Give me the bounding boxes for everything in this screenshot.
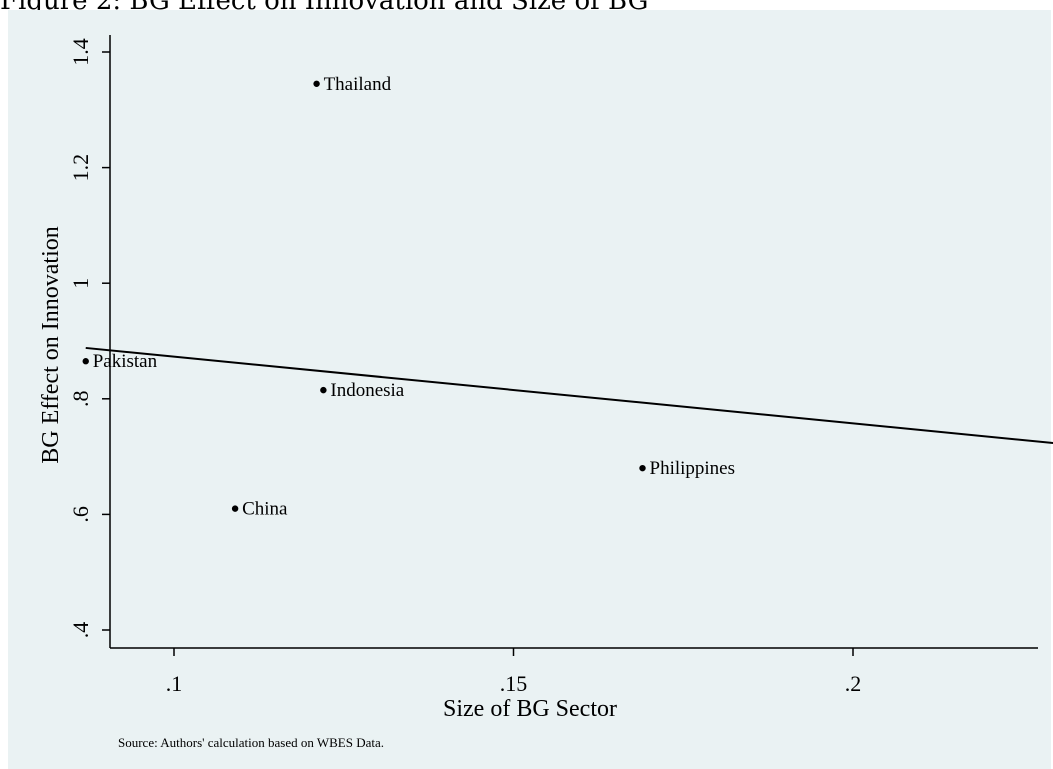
data-point-label: Indonesia <box>330 380 404 401</box>
axes: .4.6.811.21.4.1.15.2.25.3.35 <box>68 35 1038 696</box>
source-note: Source: Authors' calculation based on WB… <box>118 735 384 750</box>
y-tick-label: 1.2 <box>68 154 93 182</box>
fit-line <box>85 346 1053 445</box>
data-point <box>82 358 89 365</box>
x-tick-label: .1 <box>166 671 183 696</box>
y-tick-label: 1 <box>68 278 93 289</box>
data-points: Thailand Pakistan Indonesia Philippines Chin… <box>82 74 736 520</box>
x-tick-label: .2 <box>845 671 862 696</box>
y-tick-label: 1.4 <box>68 38 93 66</box>
data-point <box>320 386 327 394</box>
y-axis-title: BG Effect on Innovation <box>38 226 64 464</box>
x-tick-label: .15 <box>500 671 528 696</box>
data-point <box>231 505 239 512</box>
data-point-label: Philippines <box>650 458 736 479</box>
fit-line-group <box>85 346 1053 445</box>
y-tick-label: .8 <box>68 391 93 408</box>
y-tick-label: .6 <box>68 506 93 523</box>
data-point-label: Thailand <box>324 74 392 95</box>
data-point <box>313 80 320 87</box>
data-point <box>639 464 646 472</box>
chart-background <box>8 10 1051 769</box>
y-tick-label: .4 <box>68 622 93 639</box>
x-axis-title: Size of BG Sector <box>443 696 617 722</box>
data-point-label: Pakistan <box>93 351 158 372</box>
data-point-label: China <box>242 499 288 520</box>
